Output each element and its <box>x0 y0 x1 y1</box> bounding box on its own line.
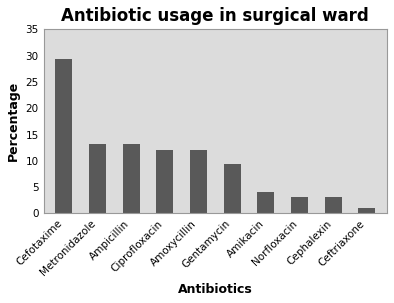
Bar <box>156 150 173 213</box>
X-axis label: Antibiotics: Antibiotics <box>178 283 253 296</box>
Bar <box>56 59 72 213</box>
Bar <box>325 197 342 213</box>
Bar <box>359 208 375 213</box>
Bar <box>257 192 274 213</box>
Bar <box>224 165 241 213</box>
Y-axis label: Percentage: Percentage <box>7 81 20 161</box>
Bar <box>190 150 207 213</box>
Title: Antibiotic usage in surgical ward: Antibiotic usage in surgical ward <box>61 7 369 25</box>
Bar <box>89 144 106 213</box>
Bar <box>291 197 308 213</box>
Bar <box>123 144 139 213</box>
